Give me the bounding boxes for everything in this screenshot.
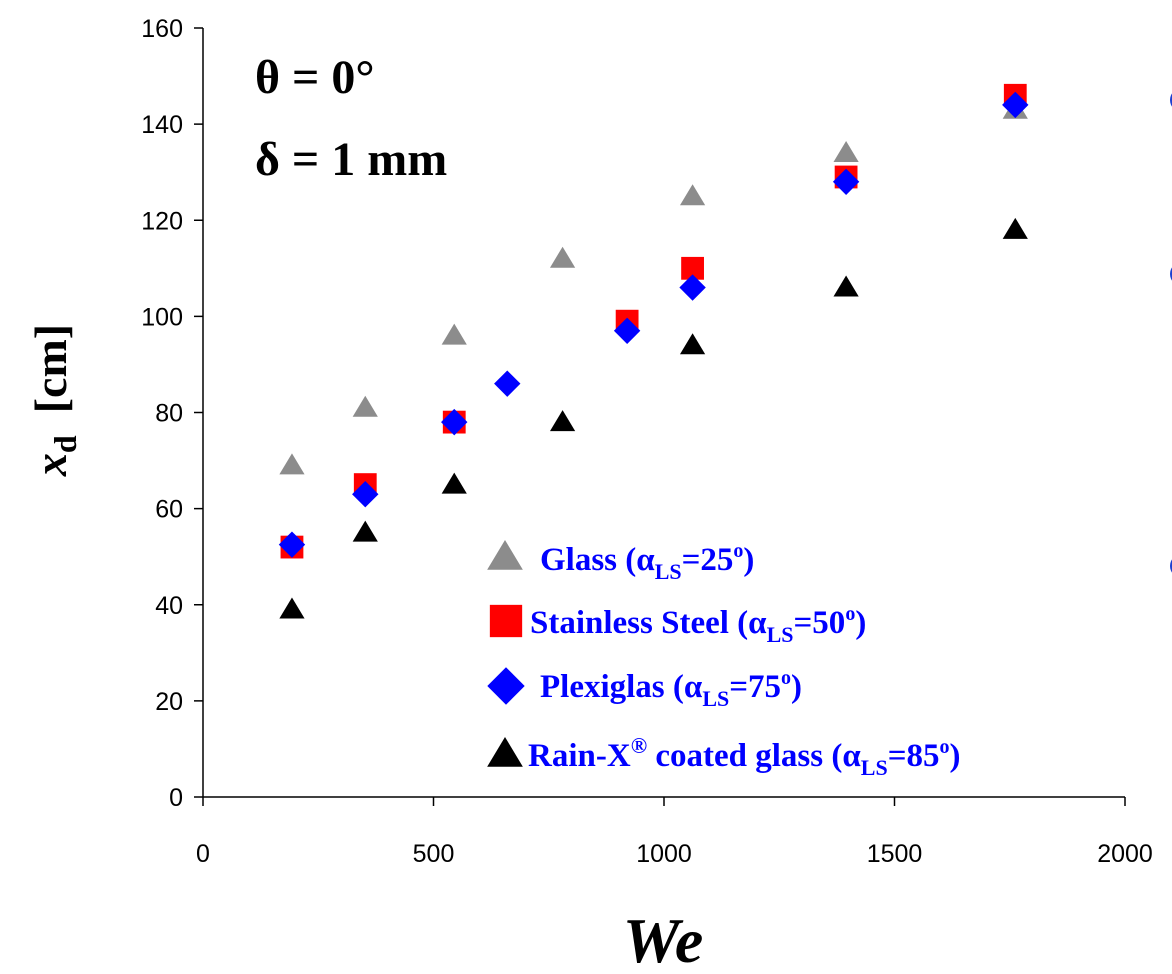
data-point [352,481,379,508]
data-point [278,531,306,558]
legend-label: Glass (αLS=25o) [540,540,754,584]
x-tick-label: 1000 [636,840,692,868]
svg-text:xd[cm]: xd [cm] [25,324,83,477]
data-point [681,256,704,280]
y-axis-label-subscript: d [47,435,83,453]
legend-item: Plexiglas (αLS=75o) [487,667,802,711]
x-tick-label: 2000 [1097,840,1153,868]
data-point [441,408,468,436]
y-tick-label: 100 [141,303,183,331]
legend-marker [489,604,523,638]
y-tick-label: 20 [155,688,183,716]
data-point [279,453,305,475]
annotation-theta: θ = 0° [255,51,375,104]
x-tick-label: 1500 [867,840,923,868]
legend-marker [487,540,523,570]
data-point [549,410,576,432]
data-point [1002,217,1028,239]
series-4 [279,217,1028,619]
y-axis-label-symbol: x [25,453,76,477]
data-point [441,472,467,494]
data-point [494,370,521,397]
data-point [441,323,467,345]
legend-marker [487,737,523,767]
y-axis-label-unit: [cm] [25,324,76,413]
x-tick-label: 500 [413,840,455,868]
y-tick-label: 140 [141,111,183,139]
legend-marker [487,667,525,705]
data-point [352,520,378,542]
legend-label: Rain-X® coated glass (αLS=85o) [528,733,961,780]
data-point [833,140,859,162]
legend-item: Glass (αLS=25o) [487,540,754,584]
legend-label: Stainless Steel (αLS=50o) [530,603,866,647]
y-tick-label: 40 [155,592,183,620]
data-point [279,597,305,619]
series-3 [278,91,1029,558]
y-tick-label: 160 [141,15,183,43]
legend-label: Plexiglas (αLS=75o) [540,667,802,711]
legend-item: Stainless Steel (αLS=50o) [489,603,866,647]
annotation-delta: δ = 1 mm [255,133,447,186]
data-point [832,168,860,195]
data-point [549,246,576,268]
x-tick-label: 0 [196,840,210,868]
data-point [679,184,706,206]
data-point [833,275,859,297]
data-point [613,317,641,344]
legend: Glass (αLS=25o) Stainless Steel (αLS=50o)… [487,540,961,780]
data-marks [278,83,1029,619]
ticks: 0 20 40 60 80 100 120 140 160 0 500 1000 1500 2000 [141,15,1153,868]
x-axis-label: We [623,905,704,974]
y-tick-label: 80 [155,400,183,428]
data-point [679,274,706,301]
y-tick-label: 60 [155,496,183,524]
y-tick-label: 120 [141,207,183,235]
series-1 [279,97,1028,475]
y-tick-label: 0 [169,784,183,812]
y-axis-label: xd [cm] [25,324,83,477]
data-point [352,395,378,417]
data-point [1002,91,1029,119]
data-point [679,333,706,355]
legend-item: Rain-X® coated glass (αLS=85o) [487,733,961,780]
